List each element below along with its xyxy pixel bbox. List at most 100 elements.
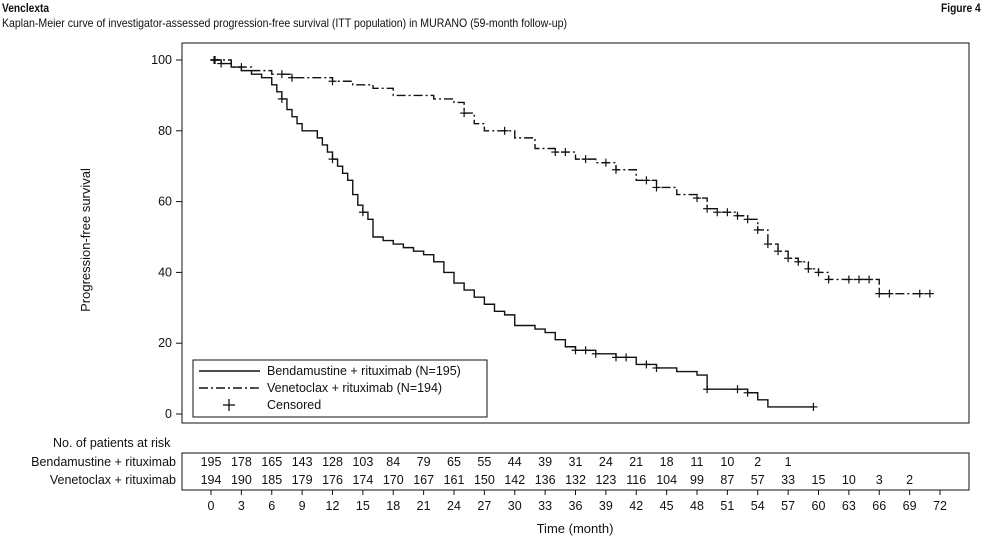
x-tick-label: 30 [508, 499, 522, 513]
censor-mark [855, 275, 863, 284]
risk-value: 44 [508, 455, 522, 469]
censor-mark [824, 275, 833, 284]
censor-mark [723, 208, 732, 217]
censor-mark [460, 109, 469, 118]
censor-mark [237, 63, 246, 72]
risk-value: 116 [626, 473, 646, 487]
censor-mark [328, 155, 337, 164]
y-axis: 0 20 40 60 80 100 [151, 53, 182, 421]
risk-value: 194 [201, 473, 222, 487]
censor-mark [581, 346, 590, 355]
brand-name: Venclexta [2, 1, 50, 15]
risk-value: 190 [231, 473, 252, 487]
risk-value: 179 [292, 473, 313, 487]
censor-mark [581, 155, 590, 164]
risk-value: 143 [292, 455, 313, 469]
censor-mark [794, 257, 803, 266]
censor-mark [217, 59, 226, 68]
x-tick-label: 39 [599, 499, 613, 513]
x-tick-label: 3 [238, 499, 245, 513]
censor-mark [814, 268, 823, 277]
x-tick-label: 24 [447, 499, 461, 513]
risk-value: 3 [876, 473, 883, 487]
risk-value: 2 [754, 455, 761, 469]
censor-mark [612, 353, 620, 362]
censor-mark [551, 148, 560, 157]
risk-table-title: No. of patients at risk [53, 436, 171, 450]
x-tick-label: 45 [660, 499, 674, 513]
x-tick-label: 63 [842, 499, 856, 513]
risk-value: 1 [785, 455, 792, 469]
risk-value: 167 [413, 473, 434, 487]
censor-mark [743, 388, 752, 397]
legend: Bendamustine + rituximab (N=195) Venetoc… [192, 359, 488, 418]
censor-mark [844, 275, 853, 284]
curve-venetoclax [211, 59, 930, 295]
censor-mark [774, 247, 782, 256]
censor-mark [277, 94, 286, 103]
y-tick-label: 40 [158, 265, 172, 279]
risk-value: 123 [595, 473, 616, 487]
figure-subtitle: Kaplan-Meier curve of investigator-asses… [2, 16, 568, 30]
censor-mark [733, 211, 742, 220]
legend-label-venetoclax: Venetoclax + rituximab (N=194) [267, 381, 442, 395]
censor-mark [601, 158, 610, 167]
risk-value: 39 [538, 455, 552, 469]
y-tick-label: 80 [158, 124, 172, 138]
survival-curves [211, 59, 930, 408]
censor-mark [915, 289, 924, 298]
risk-value: 142 [504, 473, 525, 487]
risk-value: 178 [231, 455, 252, 469]
risk-value: 99 [690, 473, 704, 487]
risk-table-values: 195 178 165 143 128 103 84 79 65 55 44 39 31 24 21 18 11… [201, 455, 914, 487]
risk-value: 10 [842, 473, 856, 487]
risk-row-label-bendamustine: Bendamustine + rituximab [31, 455, 176, 469]
censor-mark [571, 346, 580, 355]
plot-frame [181, 42, 970, 424]
x-tick-label: 6 [268, 499, 275, 513]
risk-value: 195 [201, 455, 222, 469]
censor-mark [804, 264, 813, 273]
risk-value: 33 [781, 473, 795, 487]
x-tick-label: 57 [781, 499, 795, 513]
y-tick-label: 60 [158, 195, 172, 209]
censor-marks [210, 56, 934, 411]
y-axis-label: Progression-free survival [78, 168, 93, 312]
risk-value: 15 [812, 473, 826, 487]
risk-value: 55 [477, 455, 491, 469]
x-tick-label: 72 [933, 499, 947, 513]
censor-mark [500, 126, 509, 135]
x-tick-label: 48 [690, 499, 704, 513]
risk-value: 10 [720, 455, 734, 469]
x-axis: 0 3 6 9 12 15 18 21 24 27 30 33 36 39 42 45 48 51 54 57 60 63… [208, 490, 947, 513]
risk-value: 176 [322, 473, 343, 487]
censor-mark [328, 77, 337, 86]
x-tick-label: 0 [208, 499, 215, 513]
risk-value: 87 [720, 473, 734, 487]
risk-value: 150 [474, 473, 495, 487]
x-tick-label: 9 [299, 499, 306, 513]
legend-censor-icon [223, 399, 235, 411]
censor-mark [703, 204, 712, 213]
x-tick-label: 42 [629, 499, 643, 513]
y-tick-label: 0 [165, 407, 172, 421]
censor-mark [642, 360, 651, 369]
risk-value: 103 [352, 455, 373, 469]
censor-mark [288, 73, 296, 82]
y-tick-label: 100 [151, 53, 172, 67]
risk-value: 132 [565, 473, 586, 487]
x-tick-label: 36 [569, 499, 583, 513]
risk-value: 84 [386, 455, 400, 469]
risk-value: 21 [629, 455, 643, 469]
risk-value: 104 [656, 473, 677, 487]
x-tick-label: 69 [903, 499, 917, 513]
censor-mark [652, 363, 661, 372]
censor-mark [763, 240, 772, 249]
censor-mark [210, 56, 219, 64]
risk-value: 161 [444, 473, 465, 487]
censor-mark [591, 349, 600, 358]
risk-value: 11 [691, 455, 704, 469]
risk-value: 65 [447, 455, 461, 469]
x-tick-label: 60 [812, 499, 826, 513]
curve-bendamustine [211, 59, 814, 408]
